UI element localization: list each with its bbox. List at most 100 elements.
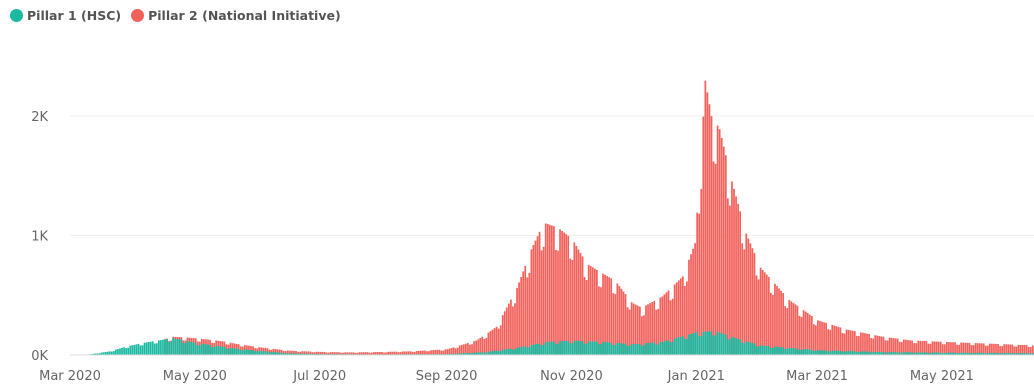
bar-pillar-1: [270, 352, 273, 355]
bar-pillar-2: [346, 352, 349, 355]
bar-pillar-1: [675, 337, 678, 355]
bar-pillar-2: [868, 334, 870, 355]
bar-pillar-2: [616, 283, 619, 355]
bar-pillar-2: [708, 104, 711, 355]
bar-pillar-2: [293, 350, 295, 355]
bar-pillar-2: [630, 302, 633, 355]
bar-pillar-1: [751, 343, 754, 355]
bar-pillar-1: [1013, 353, 1016, 355]
bar-pillar-1: [962, 352, 965, 355]
bar-pillar-1: [518, 347, 520, 355]
bar-pillar-2: [383, 352, 385, 355]
bar-pillar-1: [903, 352, 905, 355]
bar-pillar-2: [993, 343, 995, 355]
bar-pillar-2: [307, 351, 310, 355]
bar-pillar-1: [724, 334, 727, 355]
bar-pillar-2: [354, 352, 357, 355]
bar-pillar-1: [501, 349, 504, 355]
bar-pillar-2: [434, 349, 437, 355]
bar-pillar-2: [704, 80, 707, 355]
bar-pillar-2: [286, 350, 289, 355]
bar-pillar-2: [501, 315, 504, 355]
bar-pillar-1: [305, 353, 308, 355]
bar-pillar-2: [886, 340, 889, 355]
bar-pillar-1: [520, 347, 523, 355]
bar-pillar-1: [980, 352, 983, 355]
bar-pillar-2: [714, 163, 717, 355]
bar-pillar-2: [428, 351, 430, 355]
bar-pillar-2: [340, 352, 342, 355]
bar-pillar-2: [522, 271, 525, 355]
bar-pillar-2: [344, 352, 347, 355]
bar-pillar-2: [573, 242, 576, 355]
bar-pillar-2: [342, 352, 344, 355]
bar-pillar-1: [702, 331, 705, 355]
bar-pillar-2: [1015, 346, 1018, 355]
bar-pillar-2: [288, 350, 291, 355]
bar-pillar-1: [544, 342, 547, 355]
bar-pillar-2: [860, 332, 862, 355]
bar-pillar-1: [487, 351, 490, 355]
bar-pillar-1: [106, 351, 109, 355]
bar-pillar-2: [896, 338, 899, 355]
bar-pillar-2: [923, 340, 926, 355]
bar-pillar-2: [538, 231, 541, 355]
bar-pillar-2: [448, 348, 451, 355]
bar-pillar-1: [180, 339, 183, 355]
legend-marker-pillar-1: [10, 9, 23, 22]
bar-pillar-1: [176, 339, 179, 355]
bar-pillar-1: [299, 353, 301, 355]
bar-pillar-1: [469, 353, 471, 355]
bar-pillar-1: [164, 339, 166, 355]
bar-pillar-2: [628, 309, 631, 355]
bar-pillar-1: [160, 340, 162, 355]
legend-item-pillar-2[interactable]: Pillar 2 (National Initiative): [131, 8, 341, 23]
bar-pillar-1: [129, 345, 132, 355]
bar-pillar-1: [739, 339, 742, 355]
bar-pillar-2: [561, 230, 563, 355]
bar-pillar-1: [252, 350, 254, 355]
legend-item-pillar-1[interactable]: Pillar 1 (HSC): [10, 8, 121, 23]
bar-pillar-1: [475, 352, 477, 355]
bar-pillar-1: [291, 353, 293, 355]
bar-pillar-2: [696, 212, 699, 355]
bar-pillar-1: [993, 352, 995, 355]
bar-pillar-1: [651, 342, 654, 355]
bar-pillar-1: [679, 336, 682, 355]
bar-pillar-2: [849, 330, 852, 355]
bar-pillar-2: [379, 352, 381, 355]
bar-pillar-2: [487, 332, 490, 355]
bar-pillar-2: [442, 350, 445, 355]
bar-pillar-1: [1017, 353, 1020, 355]
bar-pillar-1: [241, 350, 244, 355]
bar-pillar-1: [857, 352, 860, 355]
bar-pillar-2: [1017, 344, 1020, 355]
bar-pillar-2: [385, 352, 387, 355]
bar-pillar-1: [880, 352, 883, 355]
bar-pillar-2: [548, 224, 551, 355]
bar-pillar-2: [499, 325, 502, 355]
bar-pillar-1: [794, 348, 797, 355]
bar-pillar-1: [499, 350, 502, 355]
bar-pillar-1: [643, 345, 645, 355]
bar-pillar-2: [815, 325, 817, 355]
bar-pillar-1: [647, 343, 649, 355]
bar-pillar-1: [1015, 353, 1018, 355]
bar-pillar-1: [143, 342, 146, 355]
bar-pillar-2: [438, 349, 441, 355]
bar-pillar-1: [1021, 353, 1024, 355]
bar-pillar-1: [737, 338, 739, 355]
bar-pillar-1: [571, 343, 574, 355]
bar-pillar-1: [301, 353, 304, 355]
bar-pillar-2: [393, 351, 396, 355]
bar-pillar-2: [905, 339, 907, 355]
bar-pillar-1: [223, 346, 226, 355]
bar-pillar-2: [284, 351, 287, 355]
bar-pillar-2: [1023, 345, 1026, 355]
bar-pillar-2: [585, 279, 588, 355]
bar-pillar-1: [162, 339, 164, 355]
bar-pillar-2: [769, 292, 772, 355]
bar-pillar-2: [802, 310, 805, 355]
bar-pillar-2: [274, 349, 277, 355]
